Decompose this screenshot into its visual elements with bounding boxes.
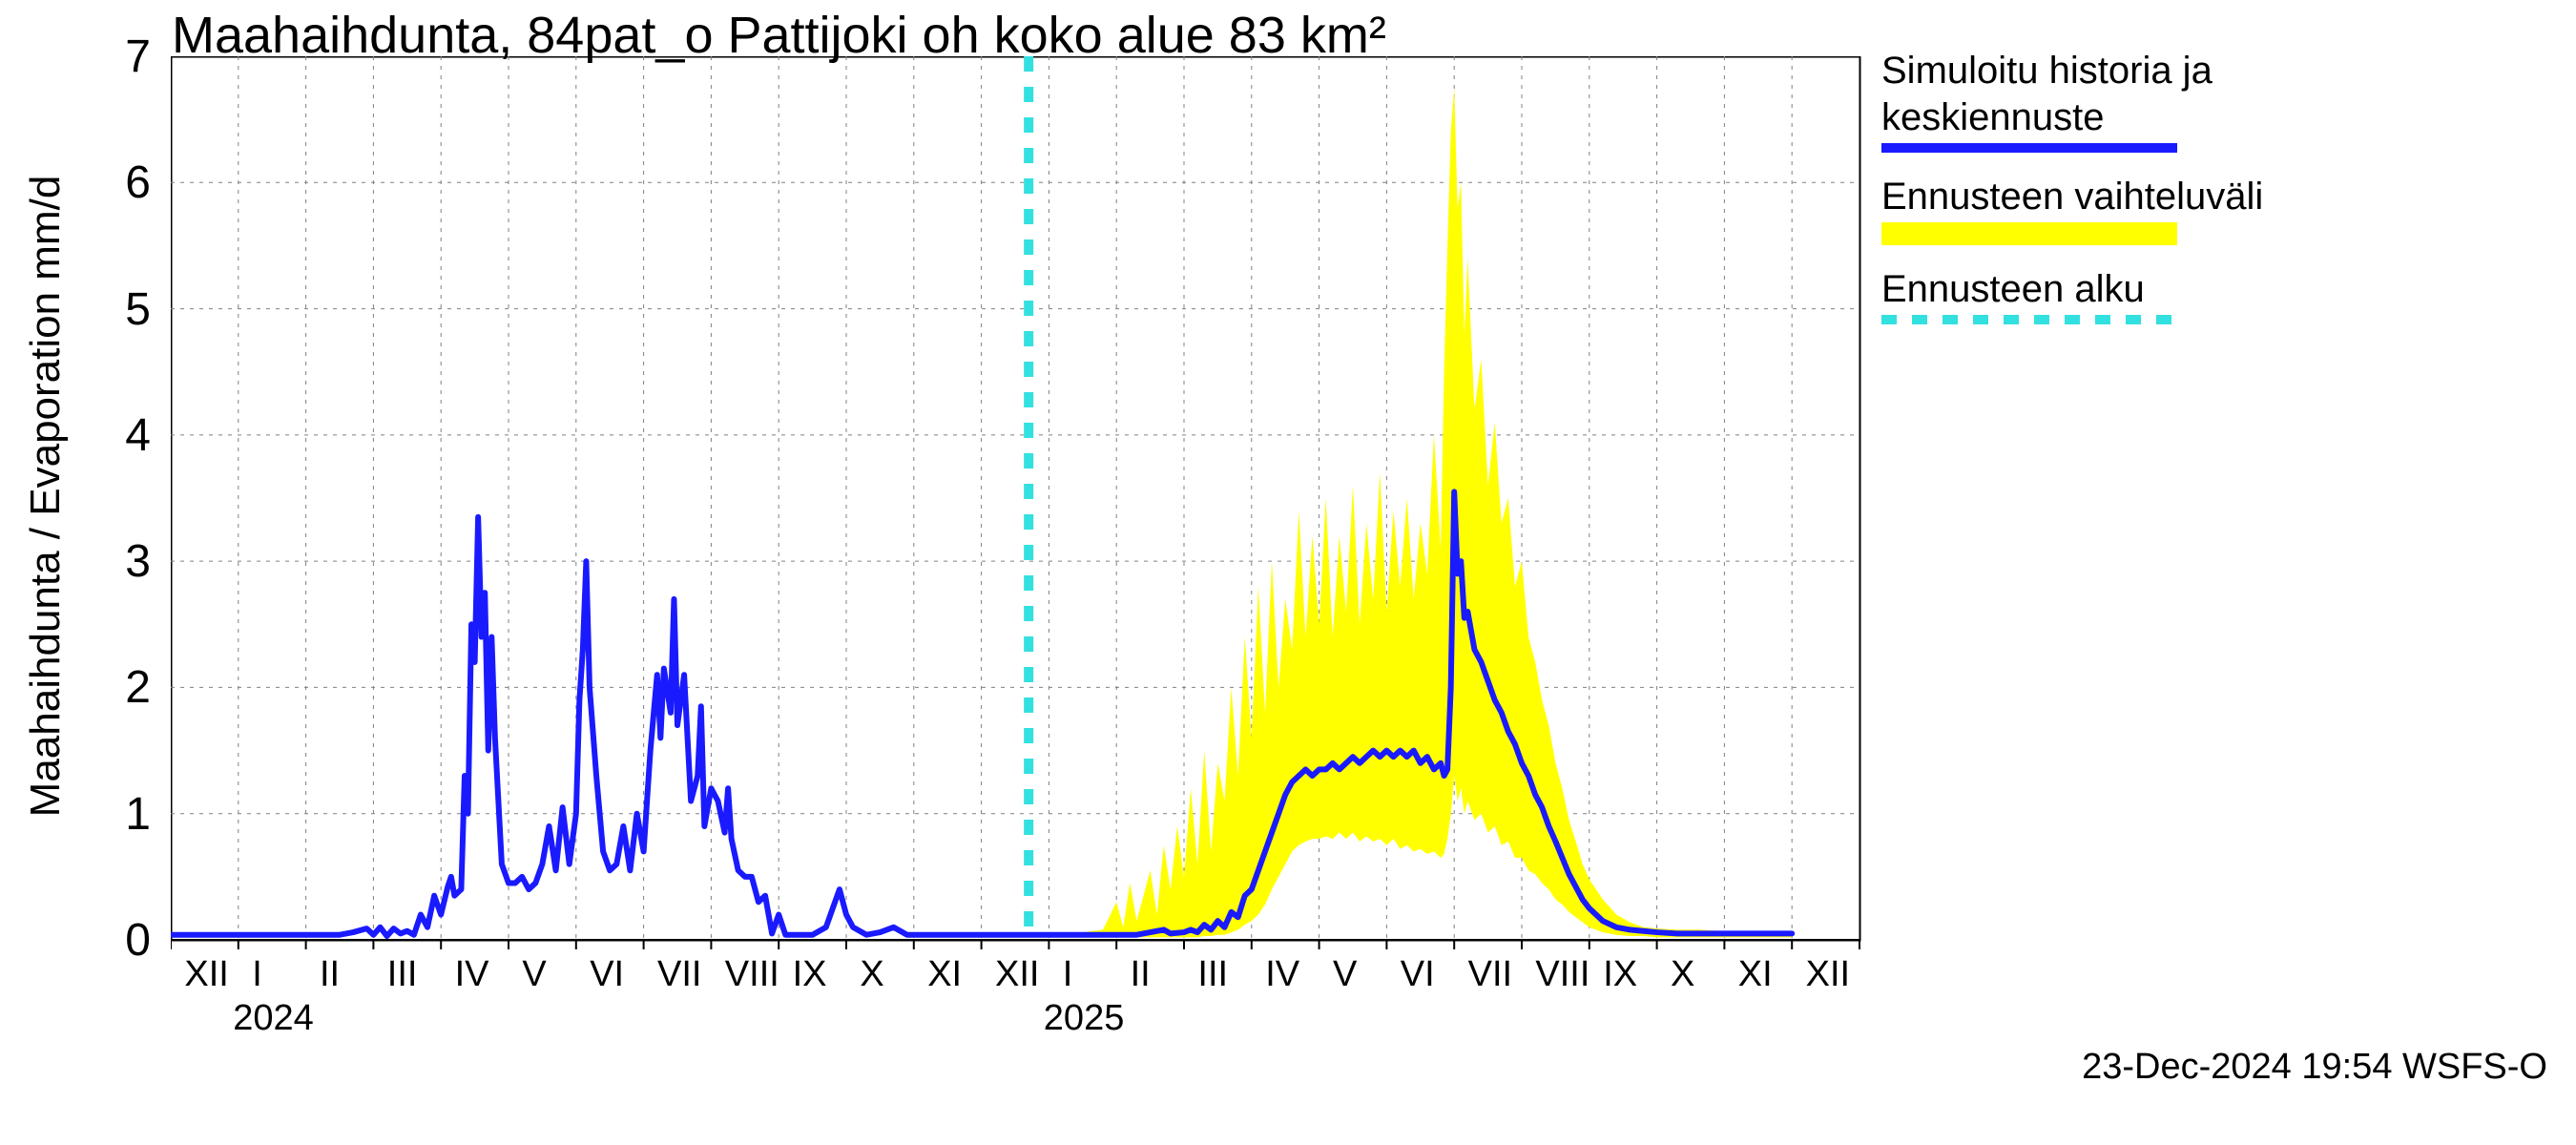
legend-swatch [1881,222,2177,245]
x-tick-label: XII [995,954,1039,995]
legend-label: keskiennuste [1881,96,2263,139]
x-tick-label: VII [657,954,701,995]
x-tick-label: IX [793,954,827,995]
x-tick-label: X [1671,954,1694,995]
x-tick-label: II [1131,954,1151,995]
x-tick-label: VI [1401,954,1435,995]
x-tick-label: X [860,954,883,995]
chart-container: Maahaihdunta / Evaporation mm/d Maahaihd… [0,0,2576,1145]
x-tick-label: IV [455,954,489,995]
legend-label: Simuloitu historia ja [1881,50,2263,93]
x-year-label: 2024 [233,998,314,1039]
legend-label: Ennusteen vaihteluväli [1881,176,2263,219]
legend: Simuloitu historia jakeskiennuste Ennuste… [1881,50,2263,347]
y-tick-label: 1 [113,788,151,841]
x-year-label: 2025 [1044,998,1125,1039]
legend-swatch [1881,143,2177,153]
x-tick-label: VII [1468,954,1512,995]
x-tick-label: XI [1738,954,1773,995]
y-axis-label: Maahaihdunta / Evaporation mm/d [22,176,70,818]
y-tick-label: 0 [113,914,151,967]
x-tick-label: V [1333,954,1357,995]
x-tick-label: VIII [1535,954,1589,995]
y-tick-label: 3 [113,535,151,588]
y-tick-label: 4 [113,409,151,462]
y-tick-label: 7 [113,31,151,83]
plot-area [171,56,1861,959]
x-tick-label: IV [1265,954,1299,995]
footer-text: 23-Dec-2024 19:54 WSFS-O [2082,1047,2547,1088]
x-tick-label: III [1197,954,1228,995]
x-tick-label: VIII [725,954,779,995]
x-tick-label: III [387,954,418,995]
x-tick-label: VI [590,954,624,995]
legend-label: Ennusteen alku [1881,268,2263,311]
legend-swatch [1881,315,2177,324]
x-tick-label: IX [1603,954,1637,995]
y-tick-label: 2 [113,661,151,714]
x-tick-label: XII [184,954,228,995]
x-tick-label: XI [927,954,962,995]
forecast-range-area [1028,88,1792,937]
x-tick-label: II [320,954,340,995]
x-tick-label: V [522,954,546,995]
y-tick-label: 5 [113,283,151,336]
x-tick-label: XII [1806,954,1850,995]
x-tick-label: I [252,954,262,995]
x-tick-label: I [1063,954,1073,995]
y-tick-label: 6 [113,156,151,209]
